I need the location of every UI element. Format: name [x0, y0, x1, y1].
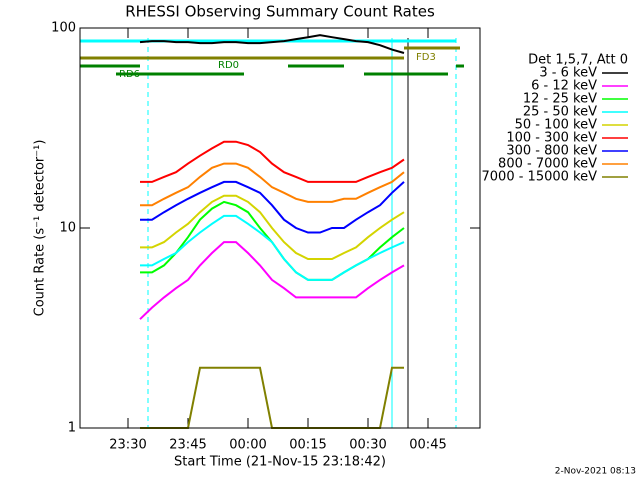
legend-label: 800 - 7000 keV	[498, 157, 597, 172]
x-tick-label: 00:15	[289, 438, 326, 453]
series-line	[140, 194, 405, 260]
legend-label: 3 - 6 keV	[539, 66, 597, 81]
series-line	[140, 214, 405, 281]
x-axis-label: Start Time (21-Nov-15 23:18:42)	[174, 455, 386, 470]
legend-label: 7000 - 15000 keV	[482, 170, 598, 185]
legend-label: 50 - 100 keV	[515, 118, 598, 133]
legend-label: 25 - 50 keV	[523, 105, 597, 120]
legend-label: 300 - 800 keV	[506, 144, 597, 159]
legend-label: 100 - 300 keV	[506, 131, 597, 146]
x-tick-label: 00:30	[349, 438, 386, 453]
chart-title: RHESSI Observing Summary Count Rates	[125, 3, 435, 21]
legend-label: 6 - 12 keV	[531, 79, 597, 94]
legend-title: Det 1,5,7, Att 0	[528, 53, 628, 68]
y-tick-label: 100	[51, 21, 76, 36]
x-tick-label: 23:45	[169, 438, 206, 453]
y-axis-label: Count Rate (s⁻¹ detector⁻¹)	[33, 140, 48, 317]
flag-label: RD6	[119, 69, 140, 80]
series-line	[139, 241, 405, 320]
y-tick-label: 10	[59, 221, 76, 236]
series-line	[139, 34, 405, 54]
flag-label: RD0	[218, 60, 239, 71]
x-tick-label: 00:45	[409, 438, 446, 453]
series-line	[140, 140, 405, 183]
plot-frame	[79, 27, 481, 429]
x-tick-label: 23:30	[109, 438, 146, 453]
y-tick-label: 1	[68, 421, 76, 436]
footer: 2-Nov-2021 08:13	[555, 467, 636, 477]
flag-label: FD3	[416, 52, 436, 63]
series-line	[140, 162, 405, 207]
x-tick-label: 00:00	[229, 438, 266, 453]
legend-label: 12 - 25 keV	[523, 92, 597, 107]
series-line	[140, 180, 405, 234]
